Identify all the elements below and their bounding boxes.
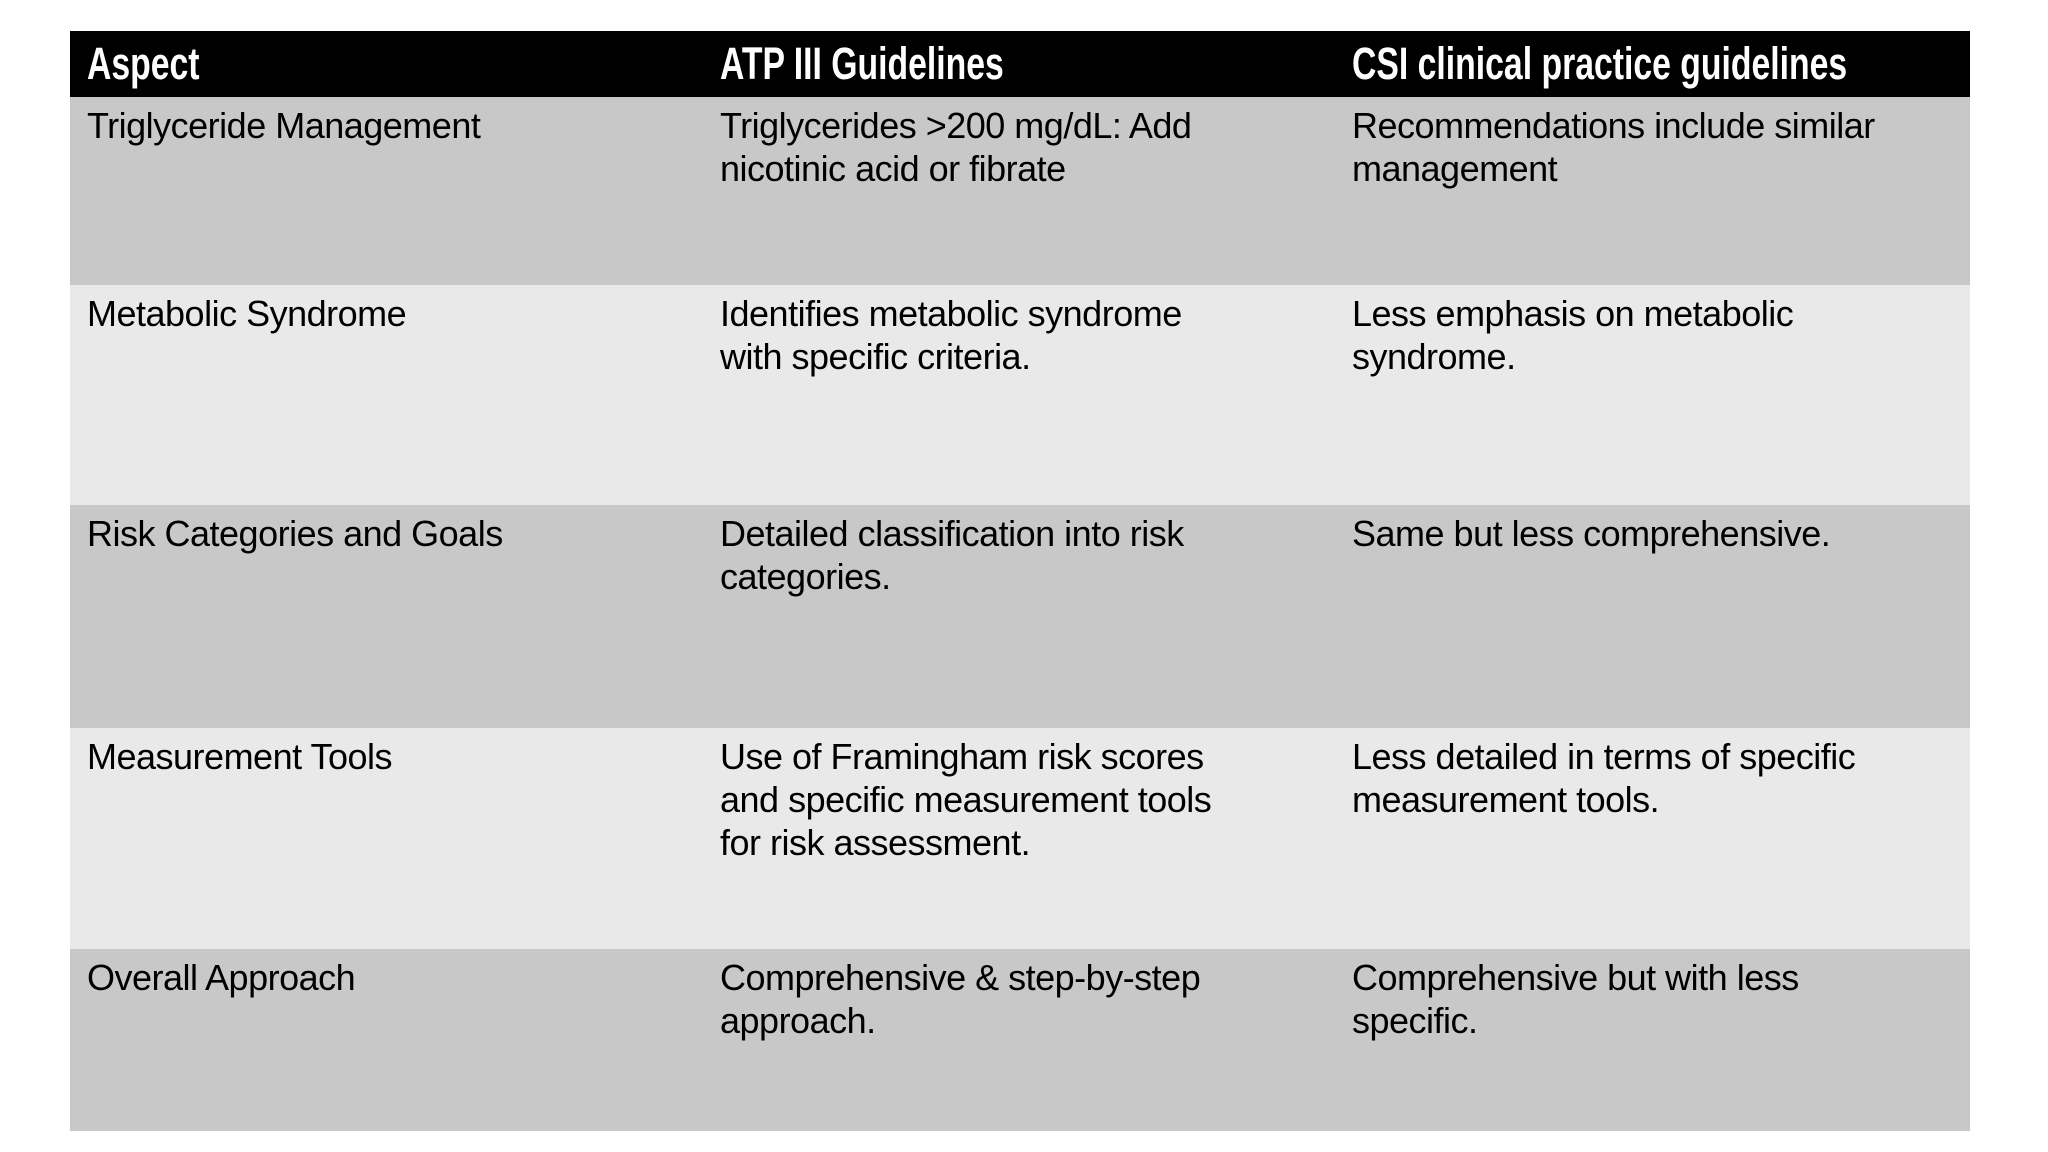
cell-csi-guideline: Less detailed in terms of specific measu… bbox=[1352, 736, 1856, 820]
cell-aspect: Measurement Tools bbox=[87, 736, 393, 777]
cell-aspect: Metabolic Syndrome bbox=[87, 293, 407, 334]
cell-csi-guideline: Comprehensive but with less specific. bbox=[1352, 957, 1799, 1041]
cell-atp-guideline: Comprehensive & step-by-step approach. bbox=[720, 957, 1201, 1041]
column-header-atp-iii-guidelines: ATP III Guidelines bbox=[703, 31, 1335, 97]
cell-aspect: Triglyceride Management bbox=[87, 105, 481, 146]
table-row-risk-categories-and-goals: Risk Categories and Goals Detailed class… bbox=[70, 505, 1970, 728]
table-row-metabolic-syndrome: Metabolic Syndrome Identifies metabolic … bbox=[70, 285, 1970, 505]
cell-atp-guideline: Triglycerides >200 mg/dL: Add nicotinic … bbox=[720, 105, 1192, 189]
cell-atp-guideline: Detailed classification into risk catego… bbox=[720, 513, 1184, 597]
table-row-triglyceride-management: Triglyceride Management Triglycerides >2… bbox=[70, 97, 1970, 285]
cell-aspect: Overall Approach bbox=[87, 957, 356, 998]
header-row: Aspect ATP III Guidelines CSI clinical p… bbox=[70, 31, 1970, 97]
cell-aspect: Risk Categories and Goals bbox=[87, 513, 503, 554]
cell-csi-guideline: Recommendations include similar manageme… bbox=[1352, 105, 1875, 189]
cell-csi-guideline: Less emphasis on metabolic syndrome. bbox=[1352, 293, 1794, 377]
table-row-overall-approach: Overall Approach Comprehensive & step-by… bbox=[70, 949, 1970, 1131]
cell-atp-guideline: Use of Framingham risk scores and specif… bbox=[720, 736, 1212, 863]
column-header-label: CSI clinical practice guidelines bbox=[1352, 38, 1848, 89]
column-header-aspect: Aspect bbox=[70, 31, 703, 97]
column-header-label: Aspect bbox=[87, 38, 200, 89]
table-row-measurement-tools: Measurement Tools Use of Framingham risk… bbox=[70, 728, 1970, 949]
cell-csi-guideline: Same but less comprehensive. bbox=[1352, 513, 1831, 554]
cell-atp-guideline: Identifies metabolic syndrome with speci… bbox=[720, 293, 1182, 377]
column-header-csi-clinical-practice-guidelines: CSI clinical practice guidelines bbox=[1335, 31, 1970, 97]
comparison-table: Aspect ATP III Guidelines CSI clinical p… bbox=[70, 31, 1970, 1131]
column-header-label: ATP III Guidelines bbox=[720, 38, 1004, 89]
